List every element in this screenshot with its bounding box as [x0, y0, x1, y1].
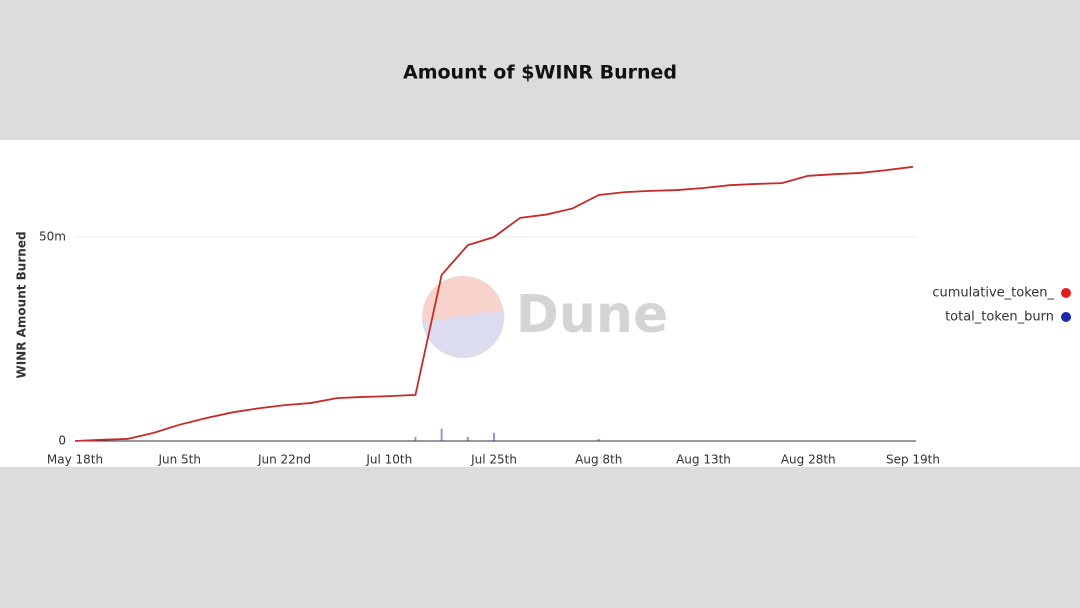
watermark: Dune	[516, 285, 668, 345]
x-tick-label: Aug 28th	[781, 453, 836, 467]
x-tick-label: May 18th	[47, 453, 103, 467]
legend-marker	[1061, 312, 1071, 322]
x-tick-label: Jun 22nd	[257, 453, 311, 467]
x-tick-label: Jul 25th	[470, 453, 517, 467]
x-tick-label: Jun 5th	[157, 453, 201, 467]
chart-title: Amount of $WINR Burned	[403, 62, 677, 84]
legend-label: total_token_burn	[945, 310, 1054, 325]
bar	[466, 436, 469, 441]
x-tick-label: Aug 8th	[575, 453, 622, 467]
bar	[414, 436, 417, 441]
x-tick-label: Sep 19th	[886, 453, 940, 467]
bar	[440, 428, 443, 441]
y-tick-label: 0	[58, 434, 66, 448]
y-axis-title: WINR Amount Burned	[15, 231, 29, 378]
line	[74, 165, 914, 442]
bar	[597, 438, 600, 441]
watermark-logo-part	[422, 310, 505, 358]
bar	[493, 432, 495, 441]
x-tick-label: Aug 13th	[676, 453, 731, 467]
x-tick-label: Jul 10th	[365, 453, 412, 467]
legend-marker	[1061, 288, 1071, 298]
y-tick-label: 50m	[39, 230, 66, 244]
panel	[0, 140, 1080, 467]
legend-label: cumulative_token_	[932, 286, 1054, 301]
